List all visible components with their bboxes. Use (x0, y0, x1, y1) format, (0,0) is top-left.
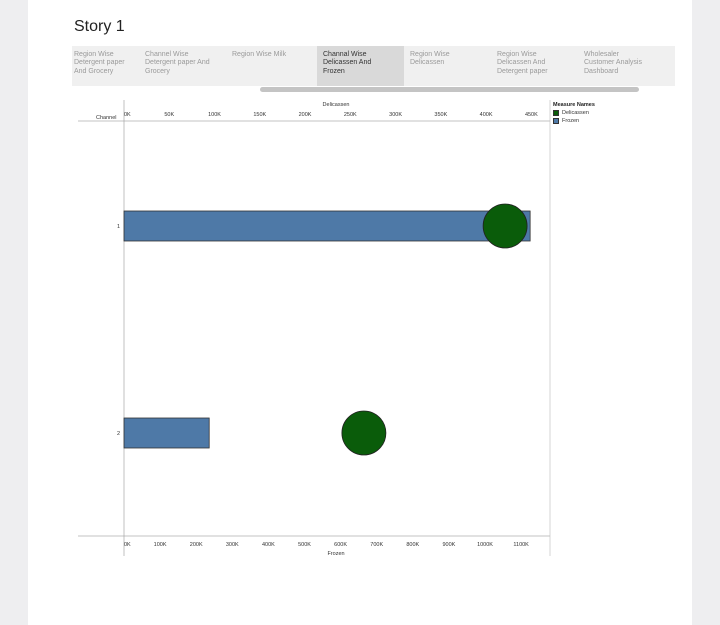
row-header-channel: Channel (96, 115, 117, 121)
legend-title: Measure Names (553, 102, 595, 108)
bottom-axis-tick-label: 700K (370, 542, 383, 548)
bottom-axis-tick-label: 0K (124, 542, 131, 548)
bottom-axis-tick-label: 1000K (477, 542, 493, 548)
top-axis-tick-label: 0K (124, 112, 131, 118)
bottom-axis-tick-label: 900K (442, 542, 455, 548)
top-axis-tick-label: 200K (299, 112, 312, 118)
bottom-axis-title: Frozen (327, 551, 344, 557)
legend-item-delicassen[interactable]: Delicassen (553, 110, 643, 116)
legend-item-frozen[interactable]: Frozen (553, 118, 643, 124)
bottom-axis-tick-label: 1100K (513, 542, 529, 548)
top-axis-tick-label: 450K (525, 112, 538, 118)
legend: Measure Names Delicassen Frozen (553, 102, 643, 124)
top-axis-tick-label: 50K (164, 112, 174, 118)
legend-label: Frozen (562, 118, 580, 124)
tabs-scrollbar[interactable] (260, 87, 639, 92)
top-axis-title: Delicassen (323, 102, 350, 108)
delicassen-circle (482, 203, 528, 249)
story-navigator: Region Wise Detergent paper And Grocery … (72, 46, 675, 86)
top-axis-tick-label: 300K (389, 112, 402, 118)
bottom-axis-tick-label: 500K (298, 542, 311, 548)
story-point-tab[interactable]: Region Wise Milk (232, 51, 287, 58)
top-axis-tick-label: 400K (480, 112, 493, 118)
story-title: Story 1 (74, 18, 125, 35)
story-page: Story 1 Region Wise Detergent paper And … (28, 0, 692, 625)
bottom-axis-tick-label: 600K (334, 542, 347, 548)
story-point-tab-active[interactable]: Channal Wise Delicassen And Frozen (317, 46, 404, 86)
top-axis-tick-label: 150K (253, 112, 266, 118)
chart: Channel Delicassen 0K 50K 100K 150K 200K 250K 30… (78, 100, 551, 557)
bottom-axis-tick-label: 200K (190, 542, 203, 548)
frozen-bar (123, 210, 531, 242)
top-axis-tick-label: 250K (344, 112, 357, 118)
story-point-tab[interactable]: Region Wise Delicassen And Detergent pap… (497, 51, 548, 75)
legend-swatch-delicassen (553, 110, 559, 116)
bottom-axis-tick-label: 800K (406, 542, 419, 548)
bottom-axis-tick-label: 400K (262, 542, 275, 548)
top-axis-tick-label: 100K (208, 112, 221, 118)
row-label: 2 (117, 431, 120, 437)
story-point-tab[interactable]: Region Wise Detergent paper And Grocery (74, 51, 125, 75)
story-point-tab[interactable]: Wholesaler Customer Analysis Dashboard (584, 51, 642, 75)
delicassen-circle (341, 410, 387, 456)
story-point-tab[interactable]: Region Wise Delicassen (410, 51, 450, 67)
frozen-bar (123, 417, 210, 449)
row-label: 1 (117, 224, 120, 230)
bottom-axis-tick-label: 100K (154, 542, 167, 548)
bottom-axis-tick-label: 300K (226, 542, 239, 548)
top-axis-tick-label: 350K (434, 112, 447, 118)
legend-label: Delicassen (562, 110, 589, 116)
story-point-tab[interactable]: Channel Wise Detergent paper And Grocery (145, 51, 210, 75)
legend-swatch-frozen (553, 118, 559, 124)
